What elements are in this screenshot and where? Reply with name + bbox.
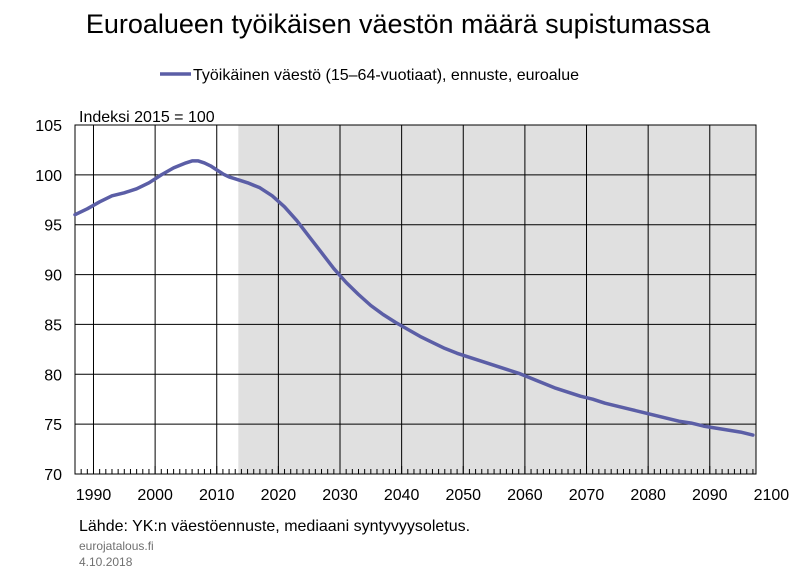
x-tick-label: 2080 (630, 487, 666, 504)
x-tick-label: 1990 (76, 487, 112, 504)
plot-frame (74, 124, 757, 475)
y-tick-label: 80 (44, 367, 62, 384)
x-tick-label: 2030 (322, 487, 358, 504)
y-tick-label: 85 (44, 317, 62, 334)
series-line (73, 159, 755, 437)
date-note: 4.10.2018 (79, 555, 133, 569)
x-tick-label: 2090 (692, 487, 728, 504)
legend-label: Työikäinen väestö (15–64-vuotiaat), ennu… (193, 67, 579, 84)
y-tick-label: 95 (44, 218, 62, 235)
x-tick-label: 2070 (569, 487, 605, 504)
x-tick-label: 2020 (261, 487, 297, 504)
x-tick-label: 2060 (507, 487, 543, 504)
x-tick-label: 2100 (754, 487, 790, 504)
forecast-shade (238, 125, 756, 474)
legend: Työikäinen väestö (15–64-vuotiaat), ennu… (160, 67, 579, 84)
x-tick-label: 2000 (137, 487, 173, 504)
y-tick-label: 70 (44, 467, 62, 484)
y-tick-label: 75 (44, 417, 62, 434)
chart-title: Euroalueen työikäisen väestön määrä supi… (86, 9, 711, 39)
x-tick-label: 2010 (199, 487, 235, 504)
x-tick-label: 2050 (445, 487, 481, 504)
y-tick-label: 90 (44, 268, 62, 285)
publisher-note: eurojatalous.fi (79, 539, 154, 553)
x-tick-label: 2040 (384, 487, 420, 504)
y-tick-label: 100 (35, 168, 62, 185)
plot-area: 70 75 80 85 90 95 100 105 1990 2000 2010 2020 2030 20… (35, 118, 789, 504)
unit-label: Indeksi 2015 = 100 (79, 109, 215, 126)
source-note: Lähde: YK:n väestöennuste, mediaani synt… (79, 518, 470, 535)
y-tick-label: 105 (35, 118, 62, 135)
